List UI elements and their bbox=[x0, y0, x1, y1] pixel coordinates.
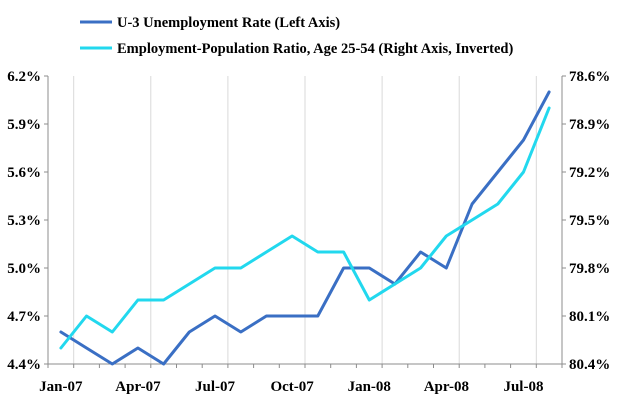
legend-label: Employment-Population Ratio, Age 25-54 (… bbox=[117, 41, 514, 57]
right-axis-tick-label: 79.2% bbox=[569, 165, 610, 181]
x-axis-tick-label: Oct-07 bbox=[270, 379, 314, 395]
left-axis-tick-label: 4.7% bbox=[7, 309, 41, 325]
x-axis-tick-label: Apr-07 bbox=[115, 379, 161, 395]
legend-label: U-3 Unemployment Rate (Left Axis) bbox=[117, 15, 340, 31]
left-axis-tick-label: 5.6% bbox=[7, 165, 41, 181]
left-axis-tick-label: 4.4% bbox=[7, 357, 41, 373]
left-axis-tick-label: 5.3% bbox=[7, 213, 41, 229]
series-lines bbox=[59, 90, 551, 366]
grid-lines bbox=[73, 76, 537, 364]
right-axis-tick-label: 78.9% bbox=[569, 117, 610, 133]
right-axis-tick-label: 78.6% bbox=[569, 69, 610, 85]
right-axis-tick-label: 79.5% bbox=[569, 213, 610, 229]
left-axis-tick-label: 5.9% bbox=[7, 117, 41, 133]
employment-population-ratio-line bbox=[59, 106, 551, 350]
x-axis-tick-label: Jul-08 bbox=[503, 379, 543, 395]
axes bbox=[44, 75, 566, 368]
right-axis-tick-label: 79.8% bbox=[569, 261, 610, 277]
legend: U-3 Unemployment Rate (Left Axis) Employm… bbox=[80, 15, 514, 57]
right-axis-tick-label: 80.4% bbox=[569, 357, 610, 373]
x-axis-tick-label: Jul-07 bbox=[195, 379, 236, 395]
left-axis-tick-label: 5.0% bbox=[7, 261, 41, 277]
x-axis-tick-label: Apr-08 bbox=[424, 379, 469, 395]
tick-labels: 4.4% 4.7% 5.0% 5.3% 5.6% 5.9% 6.2% 78.6% 78.9% 79… bbox=[7, 69, 610, 395]
x-axis-tick-label: Jan-07 bbox=[39, 379, 83, 395]
right-axis-tick-label: 80.1% bbox=[569, 309, 610, 325]
unemployment-rate-line bbox=[59, 90, 551, 366]
left-axis-tick-label: 6.2% bbox=[7, 69, 41, 85]
x-axis-tick-label: Jan-08 bbox=[348, 379, 391, 395]
